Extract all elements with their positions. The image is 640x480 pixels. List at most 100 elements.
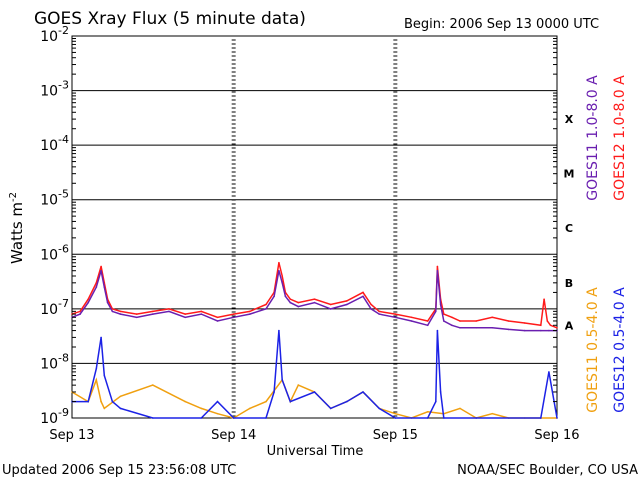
data-point [443,417,445,419]
data-point [491,327,494,329]
data-point [426,320,429,322]
data-point [111,310,114,313]
data-point [443,320,445,322]
data-point [475,417,478,419]
data-point [313,391,316,393]
data-point [79,313,81,315]
data-point [100,269,102,272]
data-point [278,269,280,272]
data-point [556,327,558,329]
legend: GOES11 1.0-8.0 A GOES12 1.0-8.0 A GOES11 0… [585,75,628,413]
data-point [152,384,154,386]
data-point [548,371,550,373]
flare-class-label: M [564,168,575,181]
data-point [435,400,437,403]
data-point [281,275,284,277]
y-axis-label-text: Watts m [8,202,26,264]
x-tick-label: Sep 16 [534,428,579,443]
data-point [100,336,102,339]
legend-entry: GOES12 0.5-4.0 A [612,287,628,413]
data-point [95,367,98,370]
data-point [451,316,453,319]
data-point [549,324,552,327]
data-point [439,391,442,393]
data-point [265,400,267,403]
series-line-1 [71,270,557,332]
chart-title: GOES Xray Flux (5 minute data) [34,9,306,29]
data-point [100,400,102,403]
data-point [410,316,413,319]
data-point [273,391,275,393]
data-point [200,310,203,313]
data-point [278,329,280,332]
data-point [87,301,89,304]
data-point [556,417,558,419]
data-point [426,417,429,419]
data-point [370,308,372,310]
series-layer [71,261,558,419]
data-point [475,327,478,329]
data-point [491,316,494,319]
data-point [297,301,300,304]
x-axis-label: Universal Time [267,444,364,459]
data-point [313,301,316,304]
data-point [297,305,300,308]
y-tick-label: 10-7 [40,297,69,318]
data-point [378,407,381,410]
data-point [370,303,372,306]
data-point [546,320,549,322]
data-point [249,407,251,410]
data-point [459,320,461,322]
data-point [297,384,300,386]
data-point [313,298,316,301]
data-point [216,320,219,322]
data-point [436,265,439,268]
data-point [540,417,542,419]
data-point [216,412,219,415]
data-point [329,303,332,306]
data-point [273,295,275,298]
updated-label: Updated 2006 Sep 15 23:56:08 UTC [2,463,236,478]
flare-class-labels: A B C M X [564,113,575,332]
data-point [200,407,203,410]
data-point [548,329,550,332]
y-axis-label: Watts m-2 [8,192,26,264]
data-point [540,329,542,332]
data-point [106,301,109,304]
y-tick-label: 10-6 [40,242,69,263]
data-point [378,313,381,315]
data-point [168,308,170,310]
data-point [289,400,292,403]
flare-class-label: B [565,277,573,290]
x-tick-label: Sep 14 [211,428,256,443]
data-point [451,324,453,327]
flare-class-label: A [565,319,574,332]
y-tick-label: 10-8 [40,351,69,372]
data-point [378,310,381,313]
data-point [346,300,348,302]
data-point [362,295,364,298]
series-line-2 [71,377,557,419]
data-point [184,400,186,403]
data-point [87,298,89,301]
y-axis-label-exp: -2 [8,192,19,202]
data-point [216,316,219,319]
data-point [119,313,122,315]
data-point [281,379,284,381]
flare-class-label: X [565,113,574,126]
data-point [410,320,413,322]
day-dividers [231,35,398,417]
plot-frame [71,35,558,419]
data-point [491,412,494,415]
data-point [523,329,526,332]
data-point [329,407,332,410]
flare-class-label: C [565,222,573,235]
x-tick-label: Sep 13 [49,428,94,443]
data-point [265,303,267,306]
data-point [394,417,397,419]
y-tick-label: 10-5 [40,188,69,209]
legend-entry: GOES11 0.5-4.0 A [585,287,601,413]
x-tick-label: Sep 15 [373,428,418,443]
data-point [87,400,89,403]
